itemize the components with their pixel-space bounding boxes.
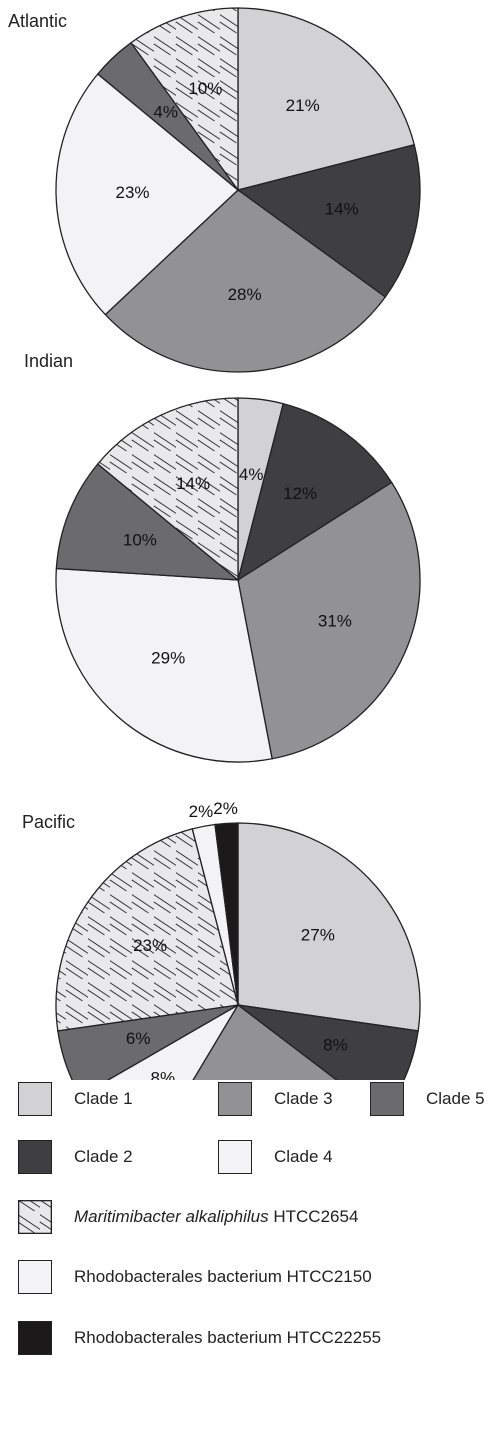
pie-0-label-clade3: 28% [228,285,262,304]
legend-label-maritimibacter-species: Maritimibacter alkaliphilus [74,1207,269,1226]
legend-swatch-clade-4 [218,1140,252,1174]
pie-1-label-clade3: 31% [318,611,352,630]
pie-0-slice-clade2 [236,143,421,298]
legend-label-clade-1: Clade 1 [74,1089,133,1108]
legend-label-maritimibacter-strain: HTCC2654 [273,1207,359,1226]
pie-2-label-clade1: 27% [301,925,335,944]
legend-item-maritimibacter: Maritimibacter alkaliphilus HTCC2654 [18,1200,358,1234]
legend-label-htcc2150: Rhodobacterales bacterium HTCC2150 [74,1267,372,1286]
legend-label-clade-4: Clade 4 [274,1147,333,1166]
pie-1-slice-clade2 [236,402,393,582]
pacific-pie: 27%8%23%8%6%23%2%2% [55,799,421,1080]
pie-1-label-clade1: 4% [239,465,264,484]
legend-swatch-clade-5 [370,1082,404,1116]
pie-0-label-clade4: 23% [115,183,149,202]
atlantic-pie-title: Atlantic [8,11,67,31]
legend-item-clade-5: Clade 5 [370,1082,485,1116]
legend-item-htcc22255: Rhodobacterales bacterium HTCC22255 [18,1321,381,1355]
atlantic-pie: 21% 14% 28% 23% 4% 10% [55,7,421,373]
pie-1-slice-maritimibacter [96,397,239,582]
pacific-pie-title: Pacific [22,812,75,832]
pie-2-label-clade5: 6% [126,1029,151,1048]
pie-charts: Atlantic 21% 14% 28% 23% 4% 10% Indian 4% 12% 3… [8,7,421,1080]
pie-2-slice-clade1 [237,822,421,1032]
pie-2-label-clade2: 8% [323,1035,348,1054]
legend-swatch-maritimibacter [18,1200,52,1234]
pie-0-label-clade1: 21% [286,96,320,115]
pie-2-slice-clade2 [235,1004,419,1080]
legend-swatch-htcc2150 [18,1260,52,1294]
legend-label-maritimibacter: Maritimibacter alkaliphilus HTCC2654 [74,1207,358,1227]
legend-item-clade-4: Clade 4 [218,1140,333,1174]
pie-0-slice-maritimibacter [130,7,239,193]
pie-2-slice-maritimibacter [55,828,239,1032]
indian-pie: 4% 12% 31% 29% 10% 14% [55,397,421,763]
legend: Clade 1 Clade 3 Clade 5 Clade 2 Clade 4 … [0,1082,502,1455]
pie-0-slice-clade3 [104,189,387,373]
pie-1-slice-clade3 [237,481,421,760]
pie-2-label-clade4: 8% [151,1068,176,1080]
legend-item-clade-3: Clade 3 [218,1082,333,1116]
pie-0-slice-clade4 [55,73,239,316]
pie-1-label-clade2: 12% [283,484,317,503]
pie-1-label-clade4: 29% [151,649,185,668]
pie-0-label-clade2: 14% [325,199,359,218]
legend-item-htcc2150: Rhodobacterales bacterium HTCC2150 [18,1260,372,1294]
pie-2-label-htcc22255: 2% [213,799,238,818]
pie-0-label-maritimibacter: 10% [188,79,222,98]
pie-0-label-clade5: 4% [153,103,178,122]
pie-2-label-maritimibacter: 23% [133,936,167,955]
legend-swatch-clade-3 [218,1082,252,1116]
pie-1-label-clade5: 10% [123,531,157,550]
legend-label-clade-5: Clade 5 [426,1089,485,1108]
legend-label-htcc22255: Rhodobacterales bacterium HTCC22255 [74,1328,382,1347]
legend-item-clade-2: Clade 2 [18,1140,133,1174]
legend-item-clade-1: Clade 1 [18,1082,133,1116]
legend-label-clade-2: Clade 2 [74,1147,133,1166]
pie-2-slice-clade3 [192,1004,338,1080]
legend-swatch-clade-2 [18,1140,52,1174]
indian-pie-title: Indian [24,351,73,371]
pie-2-label-htcc2150: 2% [189,802,214,821]
pie-1-label-maritimibacter: 14% [176,474,210,493]
legend-swatch-htcc22255 [18,1321,52,1355]
pie-1-slice-clade5 [55,463,240,581]
pie-0-slice-clade1 [237,7,416,191]
pie-2-slice-htcc22255 [214,822,239,1006]
legend-label-clade-3: Clade 3 [274,1089,333,1108]
pie-1-slice-clade4 [55,567,273,763]
legend-swatch-clade-1 [18,1082,52,1116]
